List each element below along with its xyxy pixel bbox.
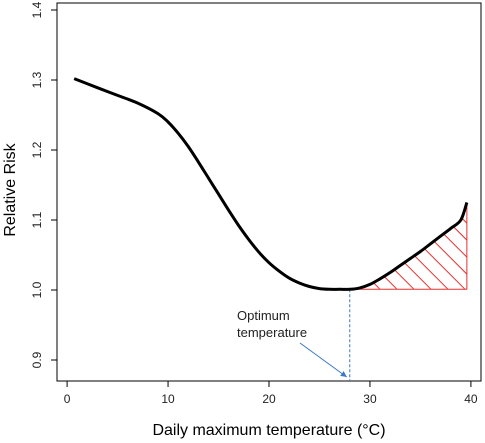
y-tick-label: 1.0 — [30, 281, 44, 298]
relative-risk-curve — [73, 77, 469, 291]
hatch-line — [408, 202, 467, 290]
x-tick-label: 20 — [262, 392, 276, 406]
annotation-label-line-2: temperature — [237, 325, 307, 340]
annotation-arrow — [299, 342, 348, 378]
annotation-label-line-1: Optimum — [237, 308, 290, 323]
y-axis-title: Relative Risk — [2, 142, 19, 236]
x-tick-label: 0 — [64, 392, 71, 406]
hatch-line — [374, 202, 466, 290]
hatch-line — [391, 202, 467, 290]
y-tick-label: 0.9 — [30, 351, 44, 368]
hatch-line — [349, 202, 415, 290]
y-axis: 0.9 1.0 1.1 1.2 1.3 1.4 — [30, 1, 57, 368]
y-tick-label: 1.1 — [30, 211, 44, 228]
y-tick-label: 1.3 — [30, 71, 44, 88]
y-tick-label: 1.2 — [30, 141, 44, 158]
x-tick-label: 30 — [363, 392, 377, 406]
hatch-line — [357, 202, 449, 290]
hatched-region-outline — [349, 202, 468, 290]
x-axis-title: Daily maximum temperature (°C) — [152, 422, 385, 439]
hatch-line — [349, 202, 381, 290]
x-axis: 0 10 20 30 40 — [64, 381, 478, 406]
y-tick-label: 1.4 — [30, 1, 44, 18]
x-tick-label: 40 — [464, 392, 478, 406]
x-tick-label: 10 — [161, 392, 175, 406]
